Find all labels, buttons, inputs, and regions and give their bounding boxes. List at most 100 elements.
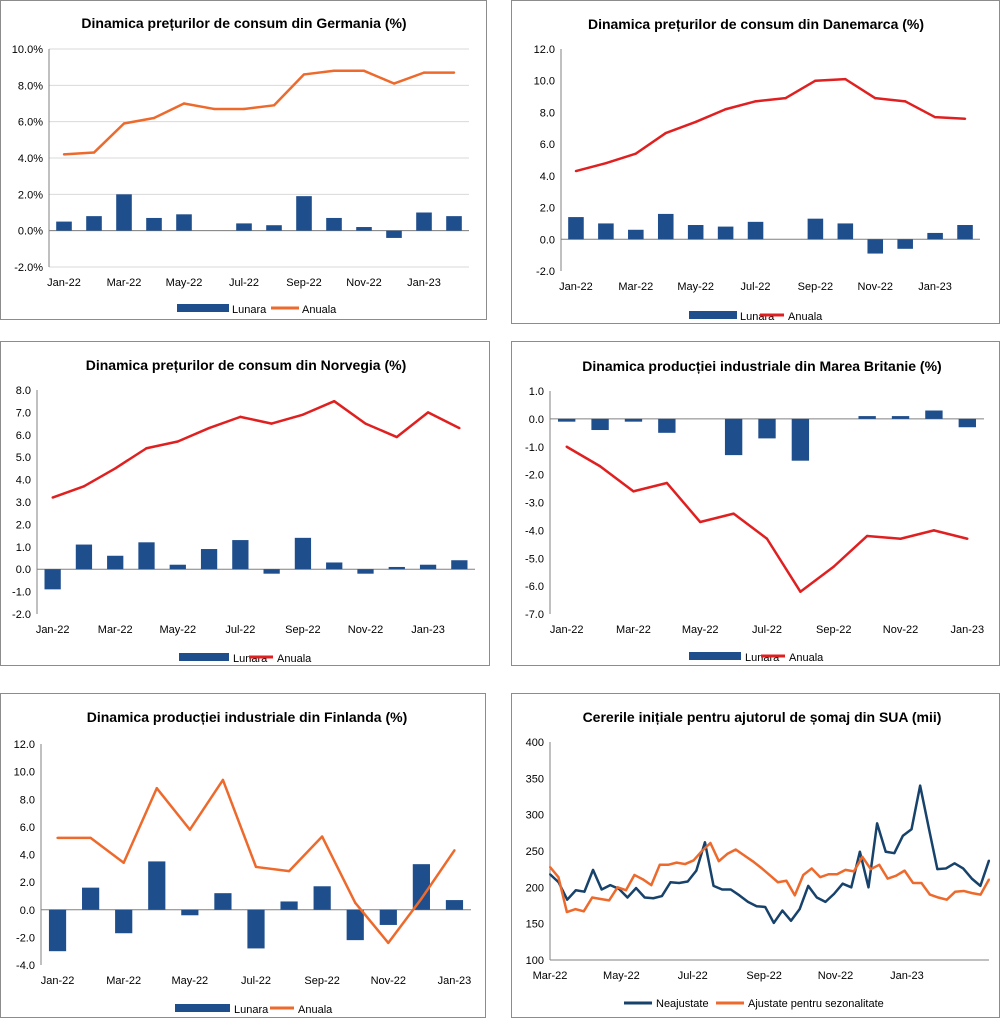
point-anuala bbox=[287, 869, 291, 873]
bar-lunara bbox=[266, 225, 282, 231]
point-neajustate bbox=[755, 905, 758, 908]
y-tick-label: -4.0 bbox=[525, 525, 544, 537]
chart-svg: Cererile inițiale pentru ajutorul de șom… bbox=[526, 709, 991, 1010]
point-anuala bbox=[354, 901, 357, 905]
point-anuala bbox=[732, 512, 735, 515]
y-tick-label: 4.0 bbox=[540, 171, 555, 183]
bar-lunara bbox=[724, 418, 743, 456]
point-anuala bbox=[963, 117, 967, 120]
chart-title: Cererile inițiale pentru ajutorul de șom… bbox=[583, 709, 942, 725]
point-anuala bbox=[933, 115, 937, 119]
point-anuala bbox=[56, 836, 59, 840]
y-tick-label: 6.0% bbox=[18, 117, 43, 129]
y-tick-label: -1.0 bbox=[525, 442, 544, 454]
point-neajustate bbox=[764, 905, 767, 908]
legend-label-ajustate: Ajustate pentru sezonalitate bbox=[748, 998, 884, 1010]
point-ajustate bbox=[819, 876, 822, 879]
point-anuala bbox=[301, 413, 305, 416]
x-tick-label: Jan-22 bbox=[559, 281, 593, 293]
legend-label-anuala: Anuala bbox=[788, 311, 823, 323]
line-neajustate bbox=[549, 784, 991, 925]
bar-lunara bbox=[116, 194, 132, 231]
y-tick-label: 2.0% bbox=[18, 189, 43, 201]
point-ajustate bbox=[878, 863, 881, 866]
bar-lunara bbox=[717, 226, 734, 240]
point-anuala bbox=[632, 490, 635, 493]
y-tick-label: 2.0 bbox=[16, 519, 31, 531]
point-ajustate bbox=[726, 852, 729, 855]
point-neajustate bbox=[583, 890, 586, 893]
point-anuala bbox=[89, 836, 92, 840]
bar-lunara bbox=[858, 416, 876, 419]
point-anuala bbox=[182, 102, 186, 105]
chart-panel-finlanda: Dinamica producției industriale din Finl… bbox=[0, 693, 486, 1018]
x-tick-label: Sep-22 bbox=[816, 624, 851, 636]
point-anuala bbox=[332, 69, 336, 73]
point-anuala bbox=[155, 787, 158, 790]
point-anuala bbox=[122, 122, 126, 125]
y-tick-label: 8.0% bbox=[18, 80, 43, 92]
point-neajustate bbox=[850, 886, 853, 889]
legend-label-lunara: Lunara bbox=[232, 304, 267, 316]
point-ajustate bbox=[650, 884, 653, 887]
y-tick-label: -1.0 bbox=[12, 587, 31, 599]
point-ajustate bbox=[886, 877, 889, 880]
point-anuala bbox=[145, 447, 148, 450]
point-anuala bbox=[899, 537, 902, 540]
point-anuala bbox=[724, 108, 727, 111]
point-neajustate bbox=[962, 867, 965, 870]
point-neajustate bbox=[936, 868, 939, 871]
bar-lunara bbox=[313, 886, 331, 910]
point-neajustate bbox=[867, 886, 870, 889]
point-ajustate bbox=[667, 863, 670, 866]
point-neajustate bbox=[807, 884, 810, 887]
bar-lunara bbox=[263, 569, 280, 574]
point-anuala bbox=[574, 169, 578, 173]
point-anuala bbox=[799, 590, 802, 593]
point-neajustate bbox=[815, 896, 818, 899]
point-anuala bbox=[754, 100, 757, 103]
legend: Lunara Anuala bbox=[177, 304, 337, 316]
y-tick-label: 8.0 bbox=[20, 794, 35, 806]
point-neajustate bbox=[729, 888, 732, 891]
point-ajustate bbox=[768, 873, 771, 876]
x-tick-label: Jan-22 bbox=[550, 624, 584, 636]
y-tick-label: 2.0 bbox=[20, 877, 35, 889]
point-neajustate bbox=[660, 895, 663, 898]
bar-lunara bbox=[356, 227, 372, 231]
y-tick-label: 350 bbox=[526, 773, 544, 785]
point-neajustate bbox=[738, 894, 741, 897]
chart-svg: Dinamica producției industriale din Mare… bbox=[525, 358, 984, 664]
point-anuala bbox=[966, 537, 969, 540]
point-ajustate bbox=[751, 860, 754, 863]
x-tick-label: Sep-22 bbox=[798, 281, 833, 293]
point-ajustate bbox=[962, 889, 965, 892]
x-tick-label: Mar-22 bbox=[106, 975, 141, 987]
point-ajustate bbox=[633, 873, 636, 876]
bar-lunara bbox=[280, 901, 298, 910]
y-tick-label: 400 bbox=[526, 737, 544, 749]
bar-lunara bbox=[867, 239, 884, 254]
y-tick-label: 6.0 bbox=[540, 139, 555, 151]
chart-title: Dinamica prețurilor de consum din Norveg… bbox=[86, 357, 407, 373]
y-tick-label: 10.0% bbox=[12, 44, 43, 56]
x-tick-label: Jan-22 bbox=[47, 277, 81, 289]
x-tick-label: Jul-22 bbox=[678, 970, 708, 982]
y-tick-label: 10.0 bbox=[534, 76, 555, 88]
x-tick-label: Jan-23 bbox=[407, 277, 441, 289]
y-tick-label: 6.0 bbox=[20, 822, 35, 834]
y-tick-label: 1.0 bbox=[16, 542, 31, 554]
bar-lunara bbox=[75, 544, 93, 570]
y-tick-label: 0.0% bbox=[18, 226, 43, 238]
bar-lunara bbox=[957, 225, 973, 240]
point-anuala bbox=[832, 565, 835, 568]
y-tick-label: 6.0 bbox=[16, 430, 31, 442]
y-tick-label: 0.0 bbox=[16, 564, 31, 576]
legend-label-lunara: Lunara bbox=[233, 653, 268, 665]
y-tick-label: -2.0 bbox=[16, 932, 35, 944]
y-tick-label: 3.0 bbox=[16, 497, 31, 509]
y-tick-label: 2.0 bbox=[540, 203, 555, 215]
y-tick-label: 7.0 bbox=[16, 407, 31, 419]
bar-lunara bbox=[326, 562, 343, 570]
x-tick-label: May-22 bbox=[159, 624, 196, 636]
